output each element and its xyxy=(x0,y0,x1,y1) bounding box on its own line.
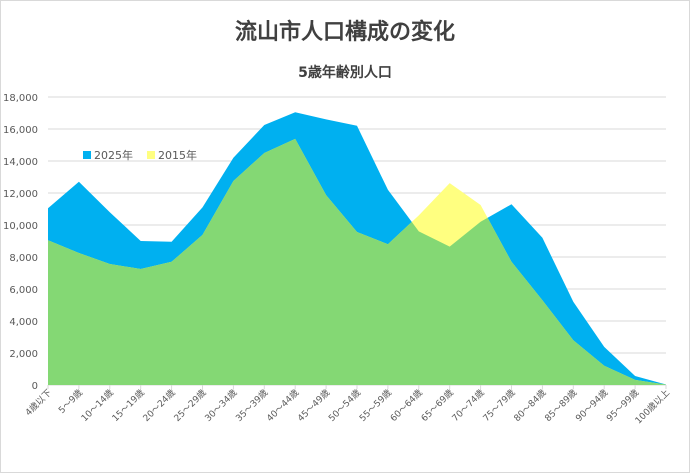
legend-swatch xyxy=(147,151,155,159)
y-tick-label: 16,000 xyxy=(3,125,38,136)
y-tick-label: 2,000 xyxy=(9,349,38,360)
y-tick-label: 0 xyxy=(32,381,38,392)
legend-swatch xyxy=(83,151,91,159)
y-tick-label: 8,000 xyxy=(9,253,38,264)
legend-label: 2025年 xyxy=(94,148,133,162)
y-tick-label: 18,000 xyxy=(3,93,38,104)
y-tick-label: 6,000 xyxy=(9,285,38,296)
chart-title: 流山市人口構成の変化 xyxy=(235,19,455,45)
y-tick-label: 10,000 xyxy=(3,221,38,232)
y-tick-label: 4,000 xyxy=(9,317,38,328)
y-tick-label: 14,000 xyxy=(3,157,38,168)
legend-label: 2015年 xyxy=(158,148,197,162)
chart-subtitle: 5歳年齢別人口 xyxy=(298,64,392,81)
y-tick-label: 12,000 xyxy=(3,189,38,200)
area-overlap xyxy=(48,138,666,385)
